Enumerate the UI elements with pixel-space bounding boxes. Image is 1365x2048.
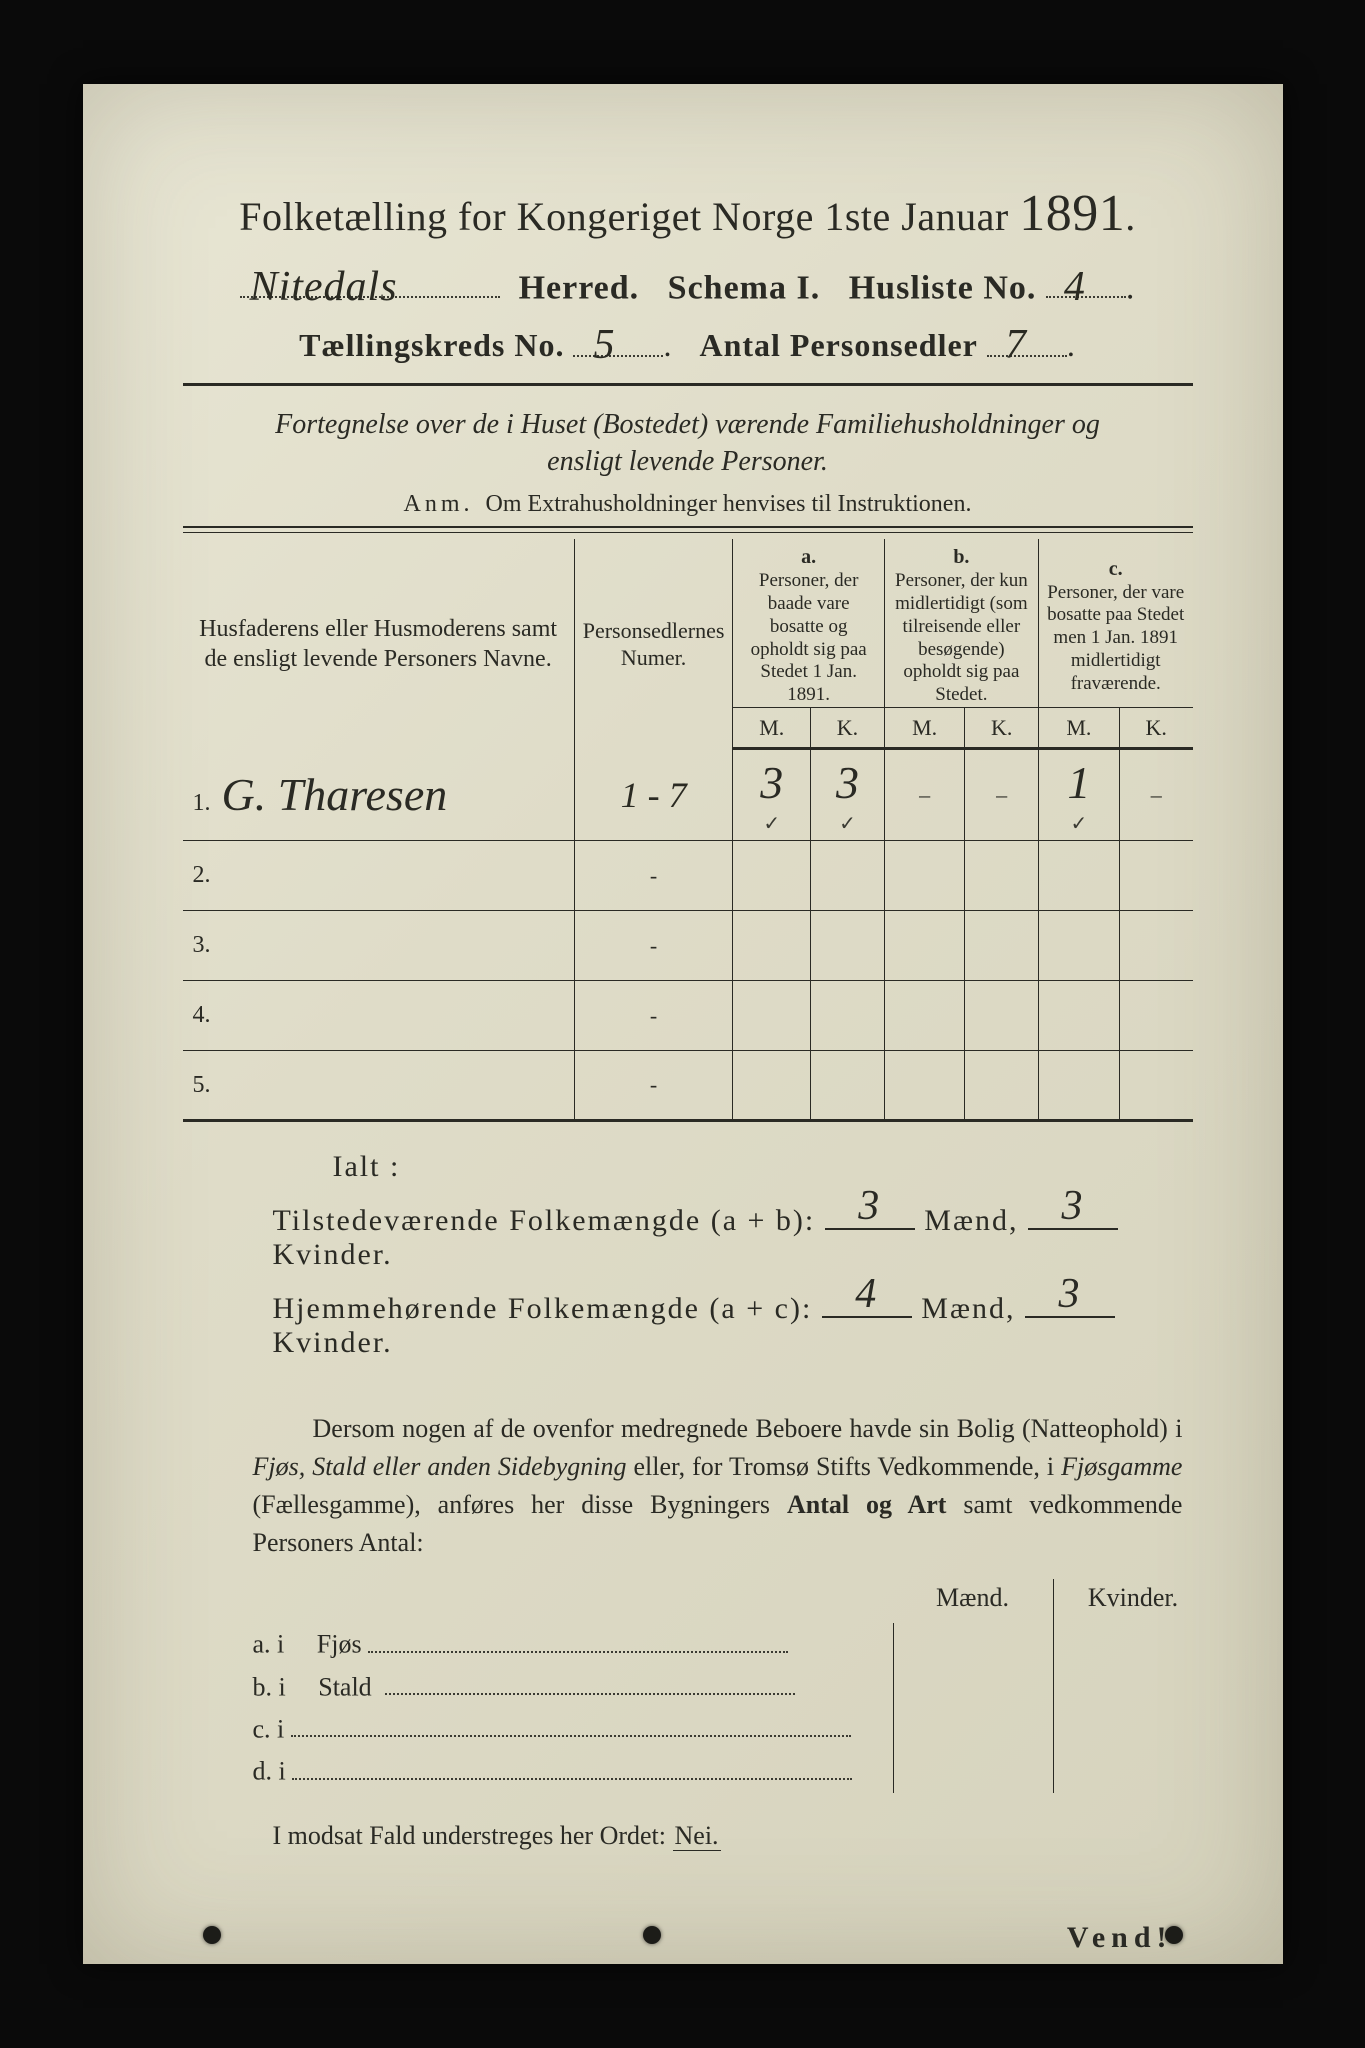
pin-icon	[203, 1926, 221, 1944]
row1-bM: –	[884, 749, 965, 841]
title-year: 1891	[1019, 185, 1125, 242]
anm-text: Om Extrahusholdninger henvises til Instr…	[486, 491, 972, 517]
vend-label: Vend!	[183, 1921, 1173, 1955]
kreds-label: Tællingskreds No.	[299, 328, 564, 364]
row5-num: -	[574, 1051, 733, 1121]
header-line-3: Tællingskreds No. 5 . Antal Personsedler…	[183, 321, 1193, 364]
kreds-fill: 5	[573, 321, 663, 364]
herred-value: Nitedals	[250, 263, 398, 311]
row1-name: 1. G. Tharesen	[183, 749, 575, 841]
husliste-value: 4	[1064, 263, 1086, 311]
col-a-m: M.	[733, 707, 811, 749]
personsedler-value: 7	[1005, 321, 1027, 369]
col-c-header: Personer, der vare bosatte paa Stedet me…	[1047, 582, 1185, 696]
instruction-paragraph: Dersom nogen af de ovenfor medregnede Be…	[253, 1410, 1183, 1561]
col-c-k: K.	[1119, 707, 1192, 749]
col-b-container: b. Personer, der kun midlertidigt (som t…	[884, 539, 1038, 707]
row1-bK: –	[965, 749, 1039, 841]
pin-icon	[1165, 1926, 1183, 1944]
divider-1	[183, 383, 1193, 386]
table-row: 1. G. Tharesen 1 - 7 3✓ 3✓ – – 1✓ –	[183, 749, 1193, 841]
husliste-label: Husliste No.	[849, 269, 1037, 306]
bottom-grid: Mænd. Kvinder. a. i Fjøs b. i Stald c. i	[253, 1579, 1193, 1793]
ialt-label: Ialt :	[333, 1150, 1193, 1184]
row5-name: 5.	[183, 1051, 575, 1121]
col-a-container: a. Personer, der baade vare bosatte og o…	[733, 539, 884, 707]
kreds-value: 5	[593, 321, 615, 369]
row1-cK: –	[1119, 749, 1192, 841]
header-line-2: Nitedals Herred. Schema I. Husliste No. …	[183, 261, 1193, 307]
row2-num: -	[574, 841, 733, 911]
pin-icon	[643, 1926, 661, 1944]
bottom-kvinder-header: Kvinder.	[1053, 1579, 1213, 1623]
bottom-row-c: c. i	[253, 1708, 893, 1750]
document-paper: Folketælling for Kongeriget Norge 1ste J…	[83, 84, 1283, 1964]
table-row: 4. -	[183, 981, 1193, 1051]
col-c-letter: c.	[1047, 557, 1185, 582]
col-c-container: c. Personer, der vare bosatte paa Stedet…	[1038, 539, 1192, 707]
row1-cM: 1✓	[1038, 749, 1119, 841]
personsedler-fill: 7	[987, 321, 1067, 364]
main-title: Folketælling for Kongeriget Norge 1ste J…	[183, 184, 1193, 243]
bottom-row-b: b. i Stald	[253, 1666, 893, 1708]
anm-label: Anm.	[404, 491, 474, 517]
row1-num: 1 - 7	[574, 749, 733, 841]
husliste-fill: 4	[1046, 261, 1126, 307]
schema-label: Schema I.	[668, 269, 821, 306]
col-b-header: Personer, der kun midlertidigt (som tilr…	[893, 570, 1030, 707]
col-b-k: K.	[965, 707, 1039, 749]
col-b-letter: b.	[893, 545, 1030, 570]
col-num-header: Personsedlernes Numer.	[574, 539, 733, 749]
col-a-k: K.	[811, 707, 885, 749]
title-prefix: Folketælling for Kongeriget Norge 1ste J…	[239, 194, 1008, 239]
herred-label: Herred.	[519, 269, 640, 306]
col-c-m: M.	[1038, 707, 1119, 749]
ialt-line-1: Tilstedeværende Folkemængde (a + b): 3 M…	[273, 1194, 1193, 1272]
subtitle: Fortegnelse over de i Huset (Bostedet) v…	[243, 406, 1133, 482]
row3-name: 3.	[183, 911, 575, 981]
nei-word: Nei.	[673, 1821, 721, 1851]
col-a-header: Personer, der baade vare bosatte og opho…	[741, 570, 875, 707]
bottom-row-a: a. i Fjøs	[253, 1623, 893, 1665]
table-header-letters: Husfaderens eller Husmoderens samt de en…	[183, 539, 1193, 707]
row4-name: 4.	[183, 981, 575, 1051]
row3-num: -	[574, 911, 733, 981]
divider-2b	[183, 532, 1193, 533]
row1-aK: 3✓	[811, 749, 885, 841]
row2-name: 2.	[183, 841, 575, 911]
col-a-letter: a.	[741, 545, 875, 570]
divider-2a	[183, 526, 1193, 528]
row4-num: -	[574, 981, 733, 1051]
ialt-line-2: Hjemmehørende Folkemængde (a + c): 4 Mæn…	[273, 1282, 1193, 1360]
col-name-header: Husfaderens eller Husmoderens samt de en…	[183, 539, 575, 749]
bottom-row-d: d. i	[253, 1750, 893, 1792]
herred-fill: Nitedals	[240, 261, 500, 307]
table-row: 2. -	[183, 841, 1193, 911]
ialt-block: Ialt : Tilstedeværende Folkemængde (a + …	[273, 1150, 1193, 1360]
col-b-m: M.	[884, 707, 965, 749]
anm-line: Anm. Om Extrahusholdninger henvises til …	[183, 491, 1193, 518]
table-row: 5. -	[183, 1051, 1193, 1121]
bottom-maend-header: Mænd.	[893, 1579, 1053, 1623]
table-row: 3. -	[183, 911, 1193, 981]
main-table: Husfaderens eller Husmoderens samt de en…	[183, 539, 1193, 1122]
personsedler-label: Antal Personsedler	[699, 328, 977, 364]
nei-line: I modsat Fald understreges her Ordet: Ne…	[273, 1821, 1193, 1851]
scan-background: Folketælling for Kongeriget Norge 1ste J…	[0, 0, 1365, 2048]
row1-aM: 3✓	[733, 749, 811, 841]
